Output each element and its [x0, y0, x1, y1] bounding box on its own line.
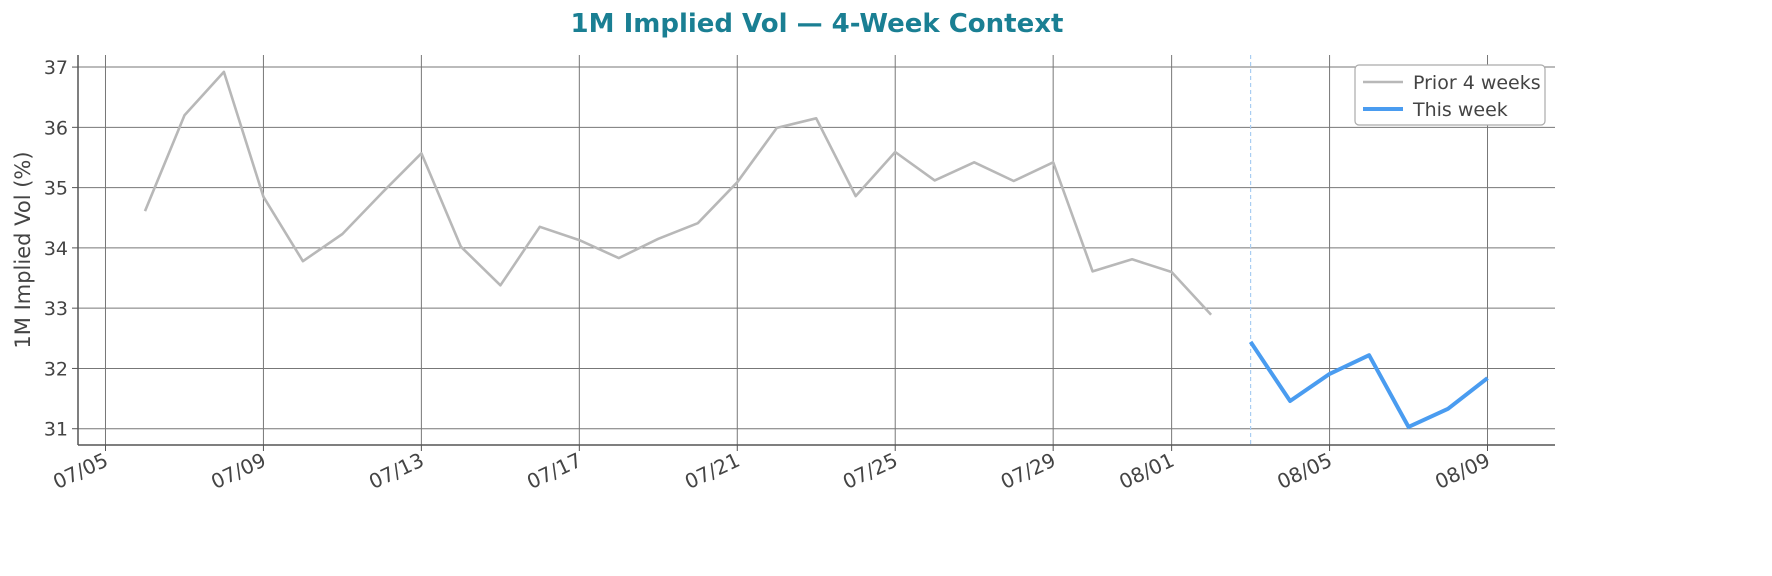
line-series	[1248, 340, 1489, 429]
x-tick-label: 07/21	[681, 448, 743, 494]
x-tick-label: 08/05	[1273, 448, 1335, 494]
x-tick-label: 07/17	[523, 448, 585, 494]
y-tick-label: 36	[44, 117, 68, 139]
x-tick-label: 07/05	[49, 448, 111, 494]
x-tick-label: 08/01	[1115, 448, 1177, 494]
y-tick-label: 37	[44, 57, 68, 79]
x-tick-label: 07/13	[365, 448, 427, 494]
legend-label: This week	[1412, 99, 1508, 121]
y-tick-label: 32	[44, 358, 68, 380]
y-tick-label: 34	[44, 238, 68, 260]
y-axis-label: 1M Implied Vol (%)	[11, 151, 35, 348]
x-tick-label: 07/25	[839, 448, 901, 494]
x-tick-label: 08/09	[1431, 448, 1493, 494]
x-tick-label: 07/29	[997, 448, 1059, 494]
y-tick-label: 33	[44, 298, 68, 320]
chart-title: 1M Implied Vol — 4-Week Context	[571, 9, 1064, 39]
x-tick-label: 07/09	[207, 448, 269, 494]
y-tick-label: 35	[44, 178, 68, 200]
legend-label: Prior 4 weeks	[1413, 72, 1541, 94]
line-series	[143, 70, 1213, 316]
y-tick-label: 31	[44, 419, 68, 441]
